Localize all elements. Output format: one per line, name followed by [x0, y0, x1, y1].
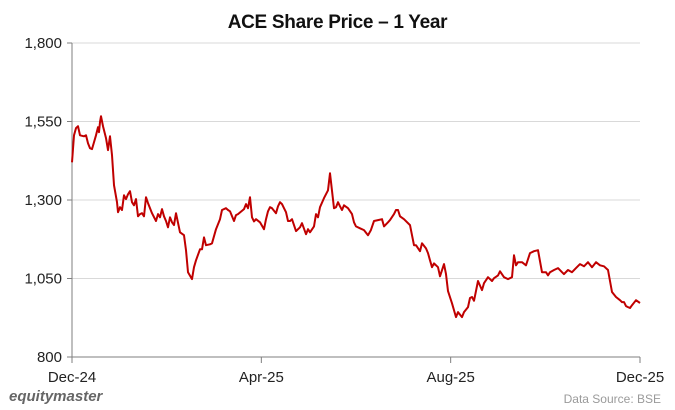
y-axis-ticks: 800 1,050 1,300 1,550 1,800	[24, 35, 62, 366]
axes	[67, 42, 641, 363]
chart-title: ACE Share Price – 1 Year	[227, 12, 448, 33]
equitymaster-logo: equitymaster	[9, 388, 103, 405]
x-tick-label: Dec-25	[616, 369, 664, 386]
y-tick-label: 1,800	[24, 35, 62, 52]
gridlines	[72, 42, 640, 279]
price-line	[71, 115, 641, 319]
y-tick-label: 1,050	[24, 271, 62, 288]
y-tick-label: 800	[37, 349, 62, 366]
data-source-note: Data Source: BSE	[563, 392, 661, 406]
x-axis-ticks: Dec-24 Apr-25 Aug-25 Dec-25	[48, 369, 664, 386]
y-tick-label: 1,300	[24, 192, 62, 209]
x-tick-label: Apr-25	[239, 369, 284, 386]
x-tick-label: Aug-25	[426, 369, 474, 386]
y-tick-label: 1,550	[24, 114, 62, 131]
x-tick-label: Dec-24	[48, 369, 96, 386]
